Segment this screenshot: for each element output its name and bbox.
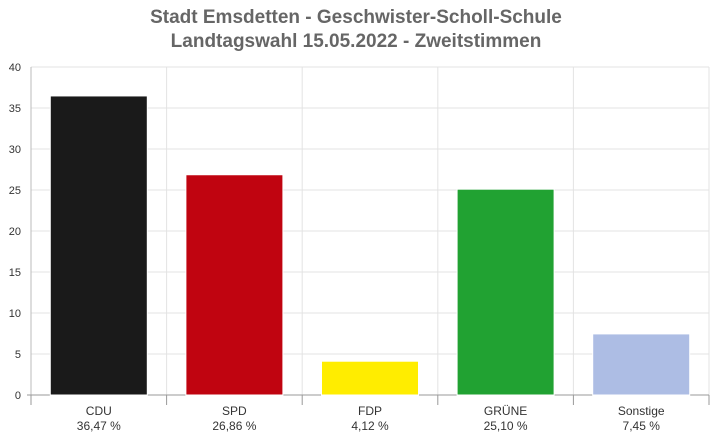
x-category-label: GRÜNE <box>484 404 527 418</box>
y-tick-label: 35 <box>9 103 21 115</box>
x-value-label: 26,86 % <box>212 419 256 433</box>
bar-sonstige <box>592 333 691 396</box>
x-category-label: CDU <box>86 404 112 418</box>
bar-spd <box>185 174 284 396</box>
chart-title-block: Stadt Emsdetten - Geschwister-Scholl-Sch… <box>0 6 712 54</box>
y-tick-label: 20 <box>9 226 21 238</box>
y-tick-label: 15 <box>9 267 21 279</box>
x-value-label: 36,47 % <box>77 419 121 433</box>
y-tick-label: 30 <box>9 144 21 156</box>
x-category-label: SPD <box>222 404 247 418</box>
bar-fdp <box>321 360 419 396</box>
y-tick-label: 40 <box>9 62 21 74</box>
y-tick-label: 0 <box>15 390 21 402</box>
x-value-label: 7,45 % <box>623 419 661 433</box>
y-tick-label: 25 <box>9 185 21 197</box>
chart-subtitle: Landtagswahl 15.05.2022 - Zweitstimmen <box>170 31 542 52</box>
x-value-label: 4,12 % <box>351 419 389 433</box>
x-value-label: 25,10 % <box>484 419 528 433</box>
y-tick-label: 5 <box>15 349 21 361</box>
x-category-label: Sonstige <box>618 404 665 418</box>
bar-cdu <box>49 95 148 396</box>
y-tick-label: 10 <box>9 308 21 320</box>
chart-title: Stadt Emsdetten - Geschwister-Scholl-Sch… <box>150 7 562 28</box>
x-category-label: FDP <box>358 404 382 418</box>
bar-grüne <box>456 188 555 396</box>
